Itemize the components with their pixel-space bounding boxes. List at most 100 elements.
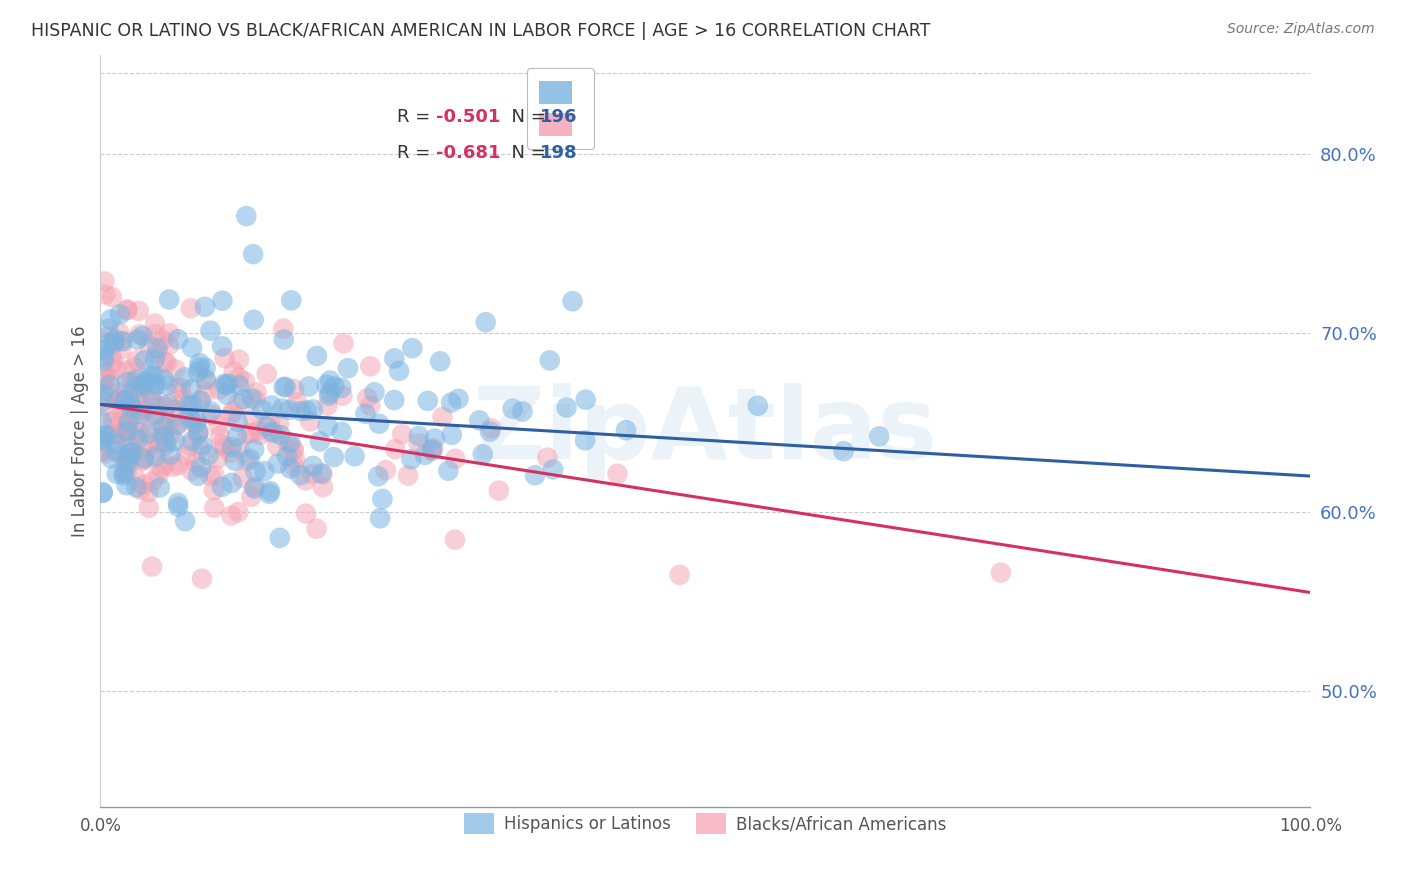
Point: [614, 423, 637, 437]
Point: [143, 317, 166, 331]
Point: [235, 209, 257, 223]
Point: [270, 428, 292, 442]
Point: [153, 439, 176, 453]
Point: [125, 353, 148, 368]
Point: [401, 341, 423, 355]
Point: [512, 404, 534, 418]
Point: [136, 485, 159, 500]
Point: [236, 427, 259, 442]
Point: [187, 425, 209, 439]
Point: [127, 372, 149, 386]
Point: [115, 424, 138, 438]
Point: [118, 446, 141, 460]
Point: [153, 399, 176, 413]
Point: [420, 444, 443, 458]
Point: [124, 359, 146, 374]
Point: [337, 361, 360, 376]
Point: [141, 475, 163, 489]
Point: [104, 362, 127, 376]
Point: [273, 333, 295, 347]
Point: [105, 467, 128, 481]
Point: [93, 349, 115, 363]
Point: [242, 313, 264, 327]
Point: [294, 473, 316, 487]
Point: [166, 417, 188, 431]
Point: [538, 353, 561, 368]
Point: [262, 424, 284, 438]
Point: [221, 440, 243, 454]
Point: [440, 395, 463, 409]
Point: [131, 329, 153, 343]
Text: 198: 198: [540, 144, 578, 162]
Point: [97, 322, 120, 336]
Point: [179, 438, 201, 452]
Point: [172, 397, 194, 411]
Point: [145, 450, 167, 464]
Point: [129, 408, 152, 422]
Point: [359, 359, 381, 374]
Text: 196: 196: [540, 108, 576, 126]
Point: [128, 304, 150, 318]
Point: [374, 463, 396, 477]
Point: [166, 418, 188, 433]
Point: [359, 399, 381, 413]
Point: [100, 451, 122, 466]
Point: [145, 378, 167, 392]
Point: [120, 395, 142, 409]
Point: [174, 412, 197, 426]
Point: [408, 436, 430, 450]
Point: [145, 348, 167, 362]
Point: [180, 301, 202, 316]
Point: [250, 403, 273, 417]
Point: [422, 442, 444, 456]
Point: [221, 475, 243, 490]
Point: [429, 354, 451, 368]
Point: [305, 522, 328, 536]
Point: [180, 398, 202, 412]
Point: [194, 385, 217, 400]
Point: [273, 380, 295, 394]
Text: N =: N =: [499, 144, 551, 162]
Point: [143, 352, 166, 367]
Point: [118, 450, 141, 465]
Point: [256, 419, 278, 434]
Point: [245, 465, 267, 479]
Point: [115, 375, 138, 389]
Point: [104, 444, 127, 458]
Point: [471, 447, 494, 461]
Point: [302, 458, 325, 473]
Point: [150, 461, 173, 475]
Point: [524, 468, 547, 483]
Point: [228, 371, 250, 385]
Point: [555, 401, 578, 415]
Point: [232, 392, 254, 407]
Point: [416, 393, 439, 408]
Point: [188, 356, 211, 370]
Point: [187, 365, 209, 379]
Point: [488, 483, 510, 498]
Point: [118, 424, 141, 438]
Point: [105, 436, 128, 450]
Point: [278, 435, 301, 450]
Text: N =: N =: [499, 108, 551, 126]
Point: [129, 483, 152, 497]
Point: [221, 408, 243, 422]
Point: [246, 385, 269, 400]
Point: [91, 376, 114, 391]
Point: [186, 414, 208, 428]
Point: [194, 300, 217, 314]
Text: R =: R =: [396, 108, 436, 126]
Point: [134, 377, 156, 392]
Point: [166, 381, 188, 395]
Point: [163, 403, 186, 417]
Point: [668, 567, 690, 582]
Point: [115, 428, 138, 442]
Point: [541, 462, 564, 476]
Point: [125, 480, 148, 494]
Point: [479, 425, 502, 439]
Point: [127, 333, 149, 347]
Point: [316, 419, 339, 434]
Point: [990, 566, 1012, 580]
Point: [115, 478, 138, 492]
Point: [868, 429, 890, 443]
